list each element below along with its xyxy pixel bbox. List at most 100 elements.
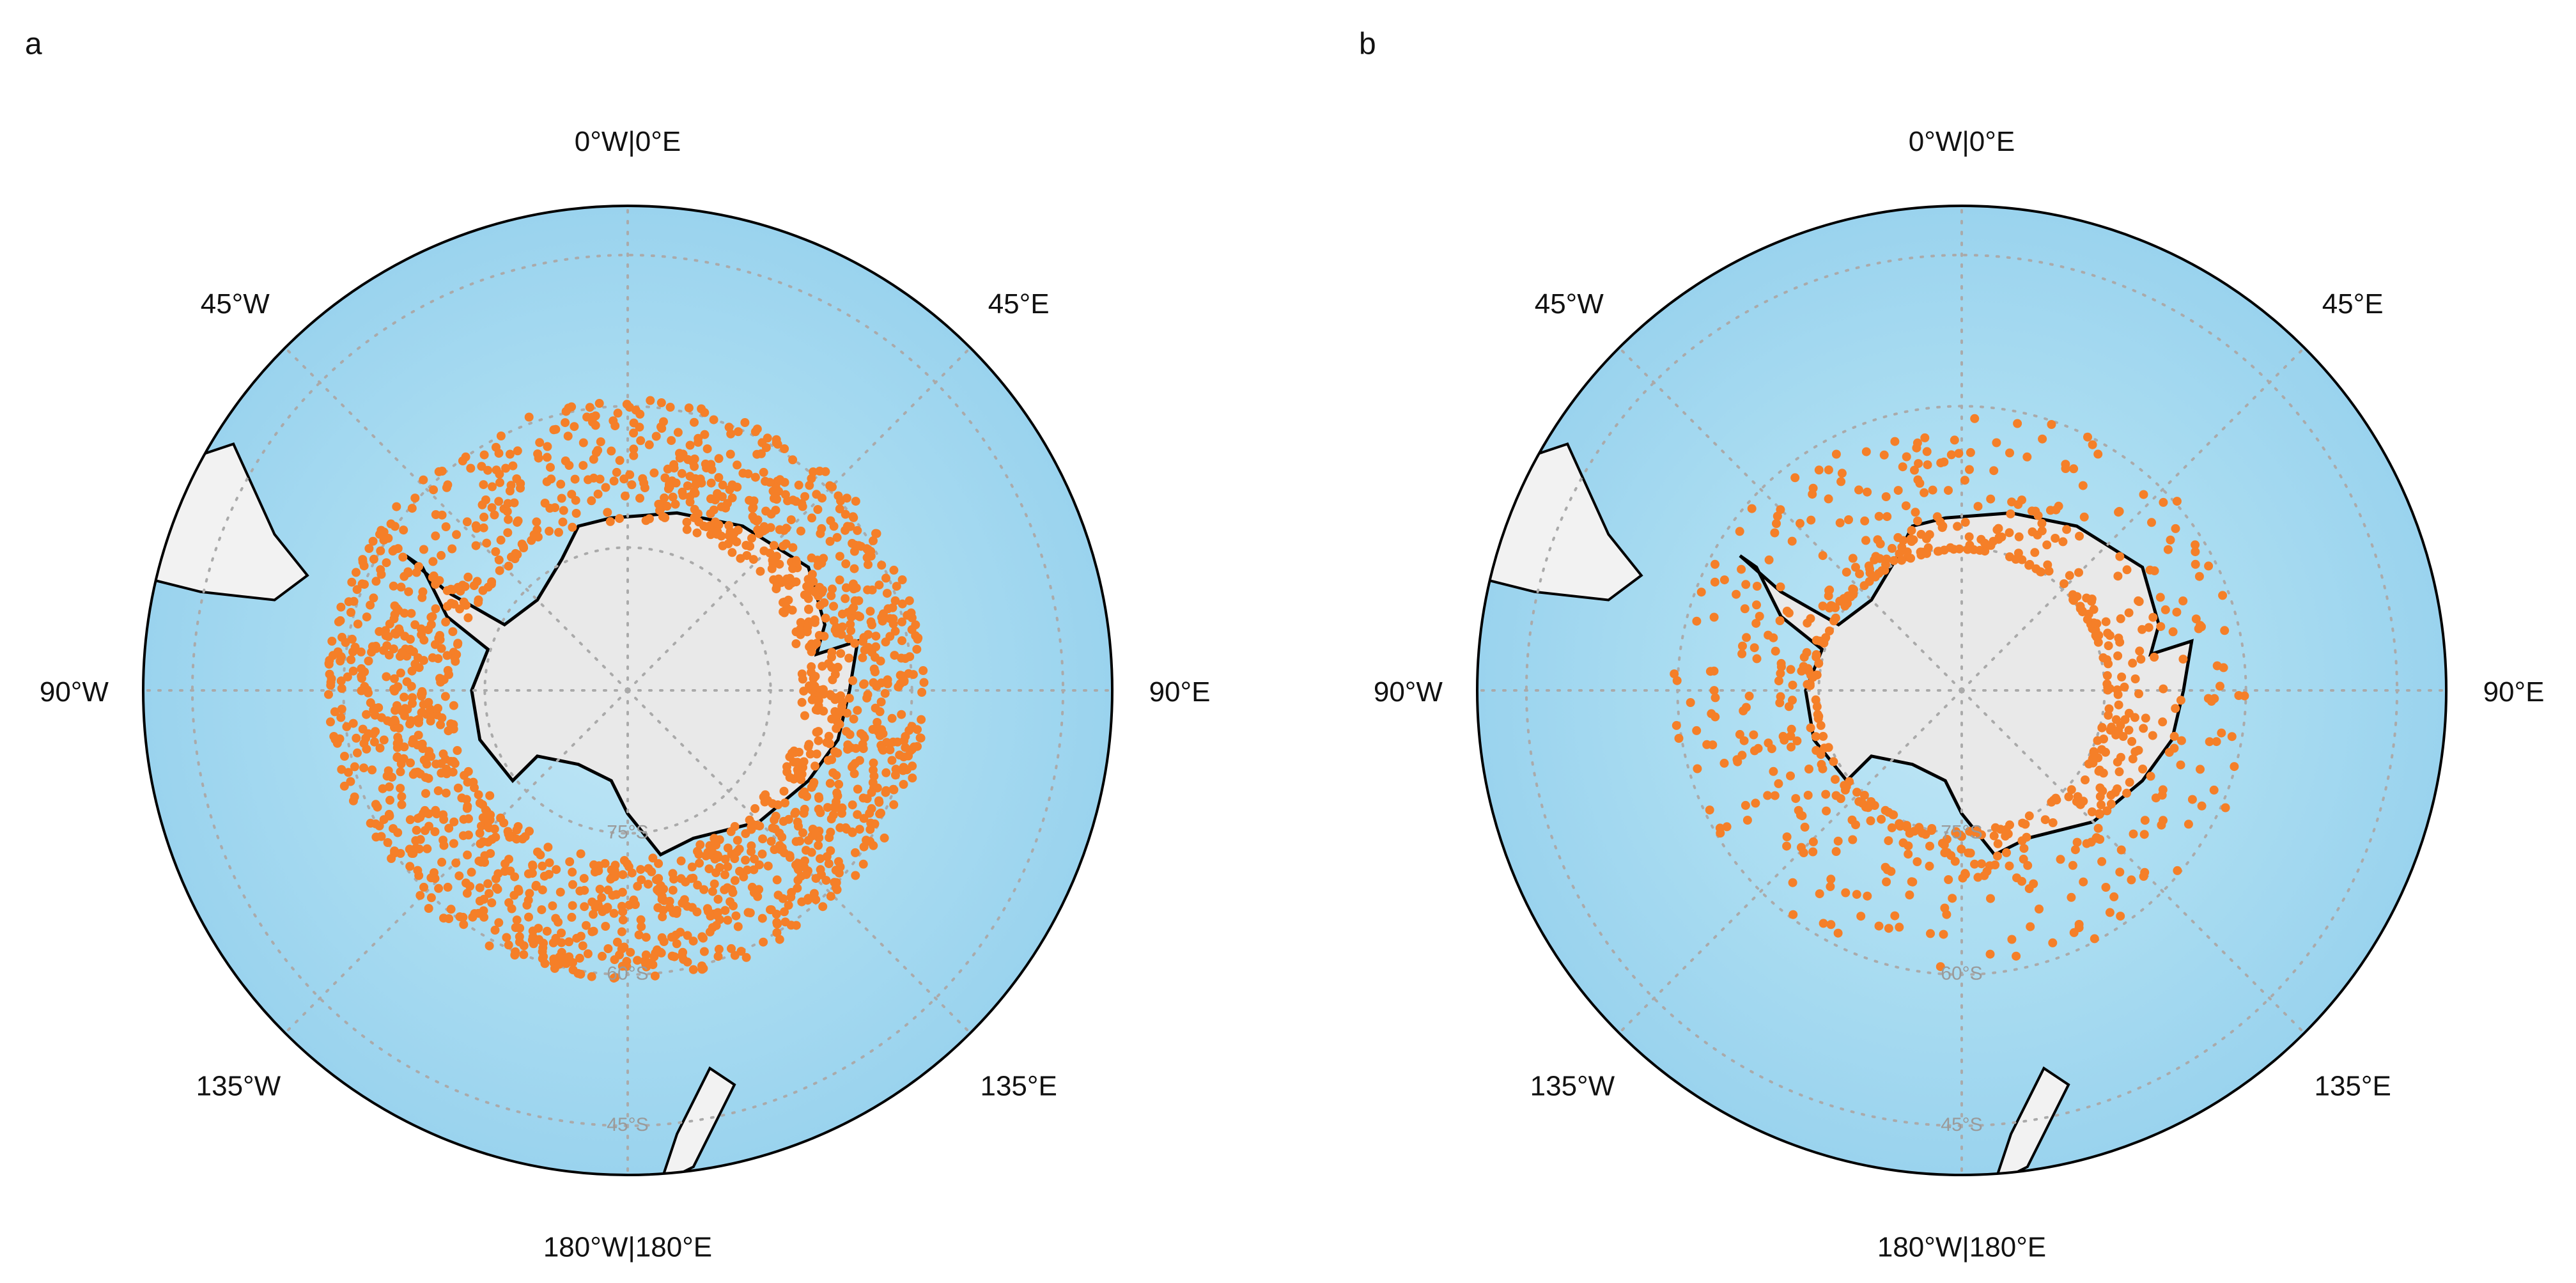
observation-point	[2060, 579, 2068, 589]
observation-point	[394, 624, 404, 634]
observation-point	[651, 432, 661, 441]
observation-point	[534, 935, 544, 944]
observation-point	[568, 958, 577, 967]
observation-point	[362, 612, 371, 622]
observation-point	[2116, 845, 2126, 855]
observation-point	[376, 832, 386, 841]
observation-point	[471, 521, 481, 531]
observation-point	[2001, 825, 2011, 834]
observation-point	[851, 848, 860, 857]
observation-point	[1951, 827, 1961, 836]
observation-point	[1792, 736, 1802, 745]
observation-point	[2114, 508, 2123, 517]
observation-point	[859, 680, 868, 689]
observation-point	[735, 866, 744, 876]
observation-point	[545, 526, 554, 536]
observation-point	[1940, 848, 1950, 858]
observation-point	[478, 800, 487, 809]
observation-point	[449, 701, 458, 710]
observation-point	[1948, 894, 1957, 903]
observation-point	[841, 823, 851, 832]
observation-point	[568, 867, 577, 877]
observation-point	[518, 541, 528, 551]
observation-point	[326, 717, 335, 727]
observation-point	[809, 778, 819, 787]
observation-point	[630, 900, 640, 909]
observation-point	[2087, 595, 2097, 603]
observation-point	[1865, 568, 1875, 578]
observation-point	[853, 784, 862, 794]
observation-point	[1881, 492, 1891, 501]
observation-point	[1882, 512, 1892, 522]
observation-point	[1753, 743, 1763, 753]
observation-point	[763, 796, 772, 805]
observation-point	[812, 749, 821, 759]
observation-point	[904, 751, 913, 761]
observation-point	[396, 784, 405, 793]
observation-point	[822, 852, 832, 861]
observation-point	[1938, 522, 1948, 531]
observation-point	[730, 854, 740, 864]
observation-point	[1985, 949, 1995, 959]
observation-point	[853, 706, 862, 715]
observation-point	[2113, 690, 2123, 699]
observation-point	[2139, 724, 2148, 733]
observation-point	[849, 579, 858, 589]
observation-point	[793, 876, 803, 885]
graticule	[1618, 346, 1963, 692]
observation-point	[1861, 447, 1871, 456]
observation-point	[544, 869, 554, 879]
observation-point	[438, 836, 448, 845]
observation-point	[748, 504, 757, 513]
observation-point	[1953, 522, 1962, 531]
observation-point	[337, 765, 346, 774]
observation-point	[344, 597, 353, 607]
observation-point	[697, 961, 706, 970]
observation-point	[2094, 766, 2104, 776]
observation-point	[637, 922, 646, 931]
observation-point	[596, 437, 605, 447]
observation-point	[646, 396, 655, 405]
observation-point	[667, 933, 676, 942]
observation-point	[715, 863, 724, 872]
observation-point	[576, 969, 586, 979]
observation-point	[494, 918, 504, 928]
observation-point	[690, 455, 699, 463]
observation-point	[618, 915, 628, 925]
observation-point	[1975, 830, 1984, 839]
observation-point	[654, 499, 663, 509]
observation-point	[1980, 871, 1989, 880]
observation-point	[1927, 824, 1937, 833]
observation-point	[1769, 766, 1778, 776]
observation-point	[2205, 737, 2214, 747]
observation-point	[390, 601, 400, 610]
observation-point	[2079, 877, 2088, 887]
observation-point	[1864, 561, 1874, 571]
observation-point	[882, 738, 892, 747]
observation-point	[807, 695, 817, 704]
observation-point	[2115, 867, 2125, 877]
observation-point	[1970, 859, 1979, 869]
observation-point	[555, 887, 565, 897]
observation-point	[821, 876, 831, 885]
observation-point	[694, 850, 704, 859]
observation-point	[835, 575, 844, 585]
observation-point	[591, 421, 600, 430]
observation-point	[513, 446, 522, 456]
observation-point	[502, 933, 511, 942]
observation-point	[423, 844, 432, 853]
observation-point	[583, 949, 593, 958]
map-panel: b 75°S 60°S 45°S 0°W|0°E 45°W 45°E 90°W 90°E 135°…	[1359, 27, 2544, 1263]
longitude-label: 45°W	[1535, 288, 1604, 320]
observation-point	[452, 530, 462, 540]
observation-point	[428, 557, 438, 566]
observation-point	[391, 706, 400, 715]
observation-point	[1797, 811, 1807, 821]
observation-point	[564, 403, 573, 413]
observation-point	[848, 800, 857, 810]
observation-point	[625, 403, 634, 412]
observation-point	[881, 573, 890, 583]
observation-point	[2129, 829, 2138, 839]
observation-point	[1846, 592, 1856, 602]
observation-point	[723, 915, 733, 925]
